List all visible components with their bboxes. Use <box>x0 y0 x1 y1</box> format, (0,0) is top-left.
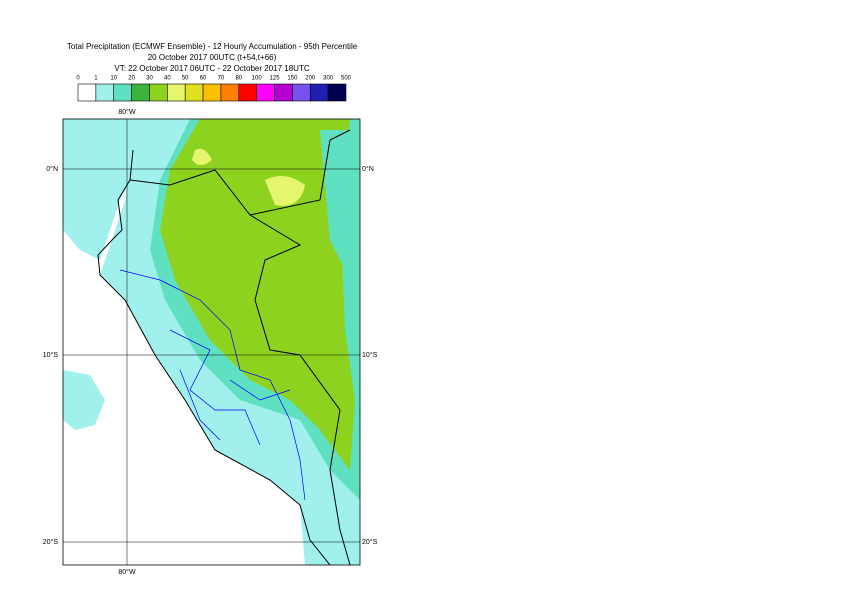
legend-label: 70 <box>218 76 225 82</box>
lat-label: 10°S <box>362 351 378 359</box>
lat-label: 0°N <box>362 165 374 173</box>
legend-swatch <box>167 83 186 102</box>
legend-swatch <box>184 83 204 102</box>
legend-swatch <box>77 83 97 102</box>
legend-label: 60 <box>200 76 207 82</box>
legend-label: 0 <box>76 76 80 82</box>
legend-label: 1 <box>94 76 98 82</box>
legend-label: 500 <box>341 76 352 82</box>
legend-label: 50 <box>182 76 189 82</box>
subtitle: 20 October 2017 00UTC (t+54,t+66) <box>148 53 277 62</box>
legend-label: 40 <box>164 76 171 82</box>
legend-swatch <box>256 83 275 102</box>
legend-label: 125 <box>270 76 281 82</box>
legend-label: 100 <box>252 76 263 82</box>
legend-swatch <box>274 83 293 102</box>
legend-label: 150 <box>287 76 298 82</box>
legend-swatch <box>202 83 222 102</box>
lat-label: 20°S <box>362 538 378 546</box>
legend: 0 1 10 20 30 40 50 60 70 80 100 125 150 200 300 500 <box>76 76 352 102</box>
legend-swatch <box>131 83 150 102</box>
legend-label: 200 <box>305 76 316 82</box>
title: Total Precipitation (ECMWF Ensemble) - 1… <box>67 42 358 51</box>
legend-label: 10 <box>110 76 117 82</box>
subtitle: VT: 22 October 2017 06UTC - 22 October 2… <box>114 64 309 73</box>
map <box>63 119 360 565</box>
legend-swatch <box>327 83 347 102</box>
lon-label: 80°W <box>118 568 136 576</box>
legend-label: 300 <box>323 76 334 82</box>
lat-label: 10°S <box>43 351 59 359</box>
legend-swatch <box>95 83 115 102</box>
legend-label: 20 <box>128 76 135 82</box>
lat-label: 0°N <box>46 165 58 173</box>
legend-swatch <box>238 83 257 102</box>
legend-swatch <box>220 83 240 102</box>
legend-swatch <box>292 83 311 102</box>
legend-swatch <box>309 83 329 102</box>
legend-label: 80 <box>235 76 242 82</box>
lon-label: 80°W <box>118 108 136 116</box>
lat-label: 20°S <box>43 538 59 546</box>
legend-swatch <box>113 83 132 102</box>
legend-label: 30 <box>146 76 153 82</box>
legend-swatch <box>149 83 168 102</box>
